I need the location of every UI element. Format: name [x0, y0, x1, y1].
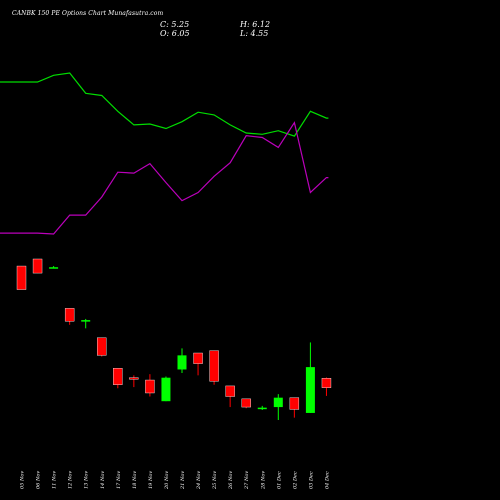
candle-20-nov: [161, 376, 171, 402]
chart-title: CANBK 150 PE Options Chart Munafasutra.c…: [12, 10, 164, 17]
candle-27-nov: [241, 398, 251, 409]
candle-body: [145, 379, 155, 394]
tick-label: 17 Nov: [116, 471, 122, 489]
candle-14-nov: [97, 337, 107, 357]
tick-label: 02 Dec: [292, 471, 298, 489]
candle-body: [209, 350, 219, 382]
candle-28-nov: [257, 405, 267, 411]
tick-label: 05 Nov: [20, 471, 26, 489]
tick-label: 12 Nov: [68, 471, 74, 489]
open-value: O: 6.05: [160, 29, 190, 38]
candle-body: [321, 378, 332, 388]
candle-05-nov: [16, 265, 27, 290]
tick-label: 06 Nov: [36, 471, 42, 489]
tick-label: 04 Dec: [324, 471, 330, 489]
candle-body: [225, 385, 235, 397]
candle-01-dec: [273, 394, 283, 420]
indicator-lines: [0, 72, 329, 235]
tick-label: 24 Nov: [196, 471, 202, 490]
candle-11-nov: [49, 266, 59, 269]
tick-label: 20 Nov: [164, 471, 170, 490]
candle-body: [193, 352, 203, 364]
candle-body: [81, 320, 91, 322]
tick-label: 14 Nov: [100, 471, 106, 489]
candle-body: [289, 397, 300, 410]
candle-25-nov: [209, 350, 219, 385]
candle-body: [97, 337, 107, 356]
candle-body: [177, 355, 187, 370]
tick-label: 11 Nov: [52, 471, 58, 489]
tick-label: 26 Nov: [228, 471, 234, 490]
tick-label: 13 Nov: [84, 471, 90, 489]
close-value: C: 5.25: [160, 20, 190, 29]
candle-03-dec: [305, 342, 315, 413]
candle-body: [16, 265, 27, 290]
candle-19-nov: [145, 374, 155, 397]
candle-body: [273, 397, 283, 408]
x-axis-ticks: 05 Nov 06 Nov 11 Nov 12 Nov 13 Nov 14 Nov 17 N…: [20, 471, 331, 490]
tick-label: 19 Nov: [148, 471, 154, 489]
tick-label: 28 Nov: [260, 471, 266, 490]
tick-label: 18 Nov: [132, 471, 138, 489]
candle-12-nov: [64, 308, 75, 325]
tick-label: 21 Nov: [180, 471, 186, 490]
candle-13-nov: [81, 318, 91, 329]
low-value: L: 4.55: [240, 29, 269, 38]
candle-body: [305, 367, 315, 413]
candle-21-nov: [177, 348, 187, 373]
candle-body: [129, 377, 139, 380]
candle-17-nov: [113, 368, 123, 389]
high-value: H: 6.12: [240, 20, 271, 29]
candles: [16, 258, 332, 420]
indicator-line-1: [0, 72, 329, 137]
candle-body: [49, 267, 59, 269]
candle-04-dec: [321, 377, 332, 396]
candle-body: [32, 258, 43, 274]
candle-body: [257, 407, 267, 410]
tick-label: 03 Dec: [308, 471, 314, 489]
candle-body: [161, 377, 171, 402]
candle-24-nov: [193, 352, 203, 376]
tick-label: 25 Nov: [212, 471, 218, 490]
indicator-line-2: [0, 121, 329, 235]
candle-body: [64, 308, 75, 322]
candle-18-nov: [129, 375, 139, 388]
candle-26-nov: [225, 385, 235, 408]
candle-body: [241, 398, 251, 408]
candle-body: [113, 368, 123, 385]
candle-02-dec: [289, 397, 300, 418]
candle-06-nov: [32, 258, 43, 274]
tick-label: 27 Nov: [244, 471, 250, 490]
tick-label: 01 Dec: [276, 471, 282, 489]
